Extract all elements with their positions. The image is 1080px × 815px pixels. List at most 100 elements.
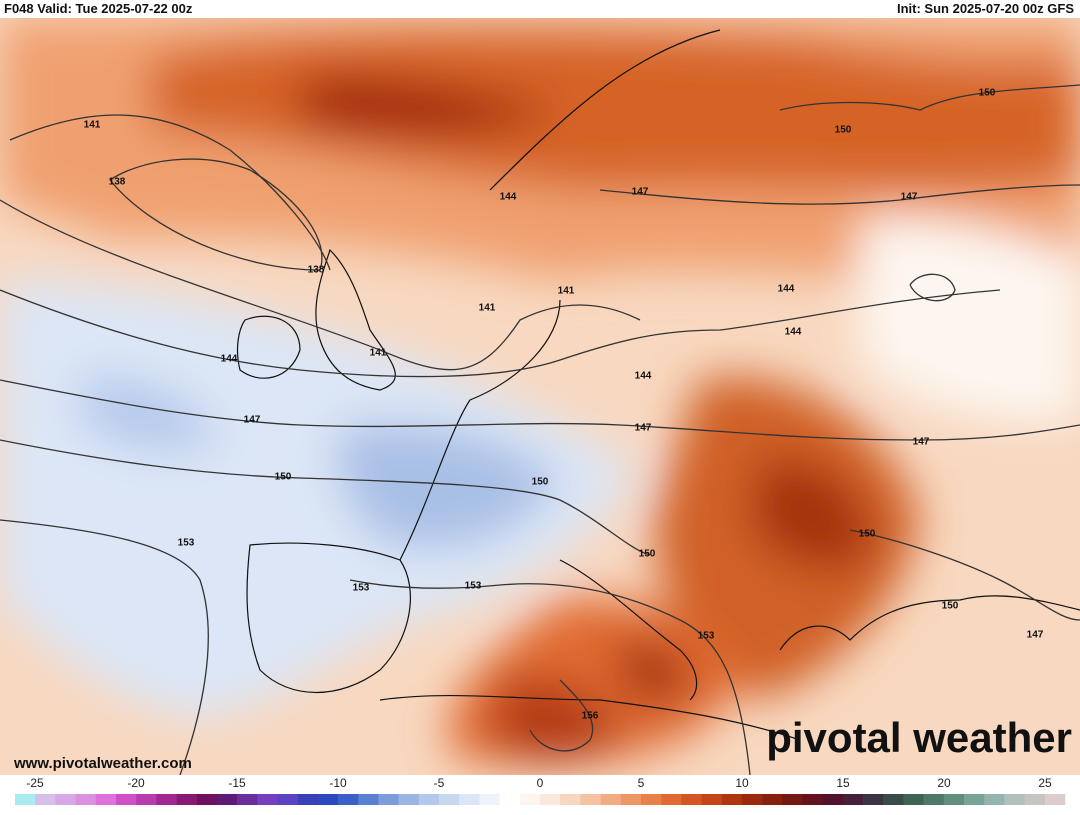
color-swatch — [439, 794, 460, 805]
color-swatch — [540, 794, 561, 805]
color-swatch — [15, 794, 36, 805]
colorbar-tick-label: 20 — [937, 776, 951, 790]
color-swatch — [964, 794, 985, 805]
contour-label: 153 — [353, 583, 370, 594]
color-swatch — [580, 794, 601, 805]
logo: pivotal weather — [766, 714, 1072, 761]
color-swatch — [338, 794, 359, 805]
contour-label: 141 — [479, 303, 496, 314]
coast-norway — [489, 29, 721, 191]
cool-atlantic — [80, 378, 220, 451]
color-swatch — [176, 794, 198, 805]
contour-label: 147 — [635, 423, 652, 434]
color-swatch — [943, 794, 965, 805]
color-swatch — [378, 794, 399, 805]
coast-france — [399, 299, 561, 561]
map: 141 138 138 141 144 141 141 147 150 153 153 153 150 1… — [0, 18, 1080, 775]
contour-label: 138 — [308, 265, 325, 276]
color-swatch — [640, 794, 662, 805]
color-swatch — [499, 794, 521, 805]
contour-label: 144 — [221, 354, 238, 365]
color-swatch — [883, 794, 904, 805]
color-swatch — [701, 794, 723, 805]
coastlines — [236, 29, 1080, 741]
temperature-field — [0, 18, 1080, 764]
coast-aegean — [779, 595, 1080, 651]
color-swatch — [681, 794, 702, 805]
contours — [0, 84, 1080, 775]
contour-label: 138 — [109, 177, 126, 188]
contour-label: 150 — [979, 88, 996, 99]
color-swatch — [358, 794, 379, 805]
color-swatch — [216, 794, 238, 805]
contour-label: 141 — [84, 120, 101, 131]
contour-138 — [109, 158, 323, 271]
colorbar-tick-label: 15 — [836, 776, 850, 790]
color-swatch — [721, 794, 743, 805]
contour-156 — [529, 679, 594, 752]
color-swatch — [741, 794, 763, 805]
contour-141 — [9, 114, 331, 271]
color-swatch — [600, 794, 622, 805]
coast-italy — [559, 559, 698, 701]
color-swatch — [842, 794, 864, 805]
contour-low — [909, 273, 956, 302]
color-swatch — [863, 794, 884, 805]
color-swatch — [1024, 794, 1046, 805]
coast-africa — [379, 694, 801, 741]
hot-core-africa — [490, 678, 620, 763]
color-swatch — [95, 794, 117, 805]
contour-153b — [349, 579, 751, 775]
color-swatch — [55, 794, 76, 805]
color-swatch — [903, 794, 924, 805]
contour-label: 153 — [465, 581, 482, 592]
contour-label: 147 — [901, 192, 918, 203]
contour-label: 144 — [778, 284, 795, 295]
color-swatch — [277, 794, 298, 805]
contour-label: 144 — [635, 371, 652, 382]
contour-label: 150 — [942, 601, 959, 612]
cool-france — [336, 423, 560, 548]
color-swatch — [237, 794, 258, 805]
color-swatch — [620, 794, 642, 805]
contour-141b — [0, 199, 641, 371]
colorbar-tick-label: 5 — [638, 776, 645, 790]
hot-core-sicily — [618, 640, 688, 703]
contour-label: 144 — [500, 192, 517, 203]
contour-label: 156 — [582, 711, 599, 722]
valid-time: F048 Valid: Tue 2025-07-22 00z — [4, 1, 193, 16]
coast-iberia — [246, 542, 411, 694]
coast-britain — [315, 248, 396, 391]
color-swatch — [661, 794, 682, 805]
contour-150 — [0, 439, 651, 556]
color-swatch — [196, 794, 218, 805]
colorbar-tick-label: -10 — [329, 776, 347, 790]
contour-label: 150 — [835, 125, 852, 136]
color-swatch — [519, 794, 541, 805]
color-swatch — [297, 794, 319, 805]
contour-label: 150 — [639, 549, 656, 560]
warm-core-north — [150, 31, 1080, 191]
colorbar-tick-label: -20 — [127, 776, 145, 790]
colorbar: -25 -20 -15 -10 -5 0 5 10 15 20 25 — [15, 776, 1066, 805]
contour-147b — [599, 184, 1080, 205]
color-swatch — [762, 794, 783, 805]
cool-east — [860, 218, 1080, 422]
colorbar-tick-label: 25 — [1038, 776, 1052, 790]
contour-144 — [0, 289, 1001, 378]
color-swatch — [115, 794, 137, 805]
color-swatch — [822, 794, 844, 805]
color-swatch — [35, 794, 56, 805]
contour-label: 141 — [370, 348, 387, 359]
color-swatch — [984, 794, 1005, 805]
contour-label: 150 — [275, 472, 292, 483]
colorbar-tick-label: 10 — [735, 776, 749, 790]
color-swatch — [560, 794, 581, 805]
color-swatch — [782, 794, 803, 805]
contour-label: 147 — [244, 415, 261, 426]
contour-150c — [779, 84, 1080, 111]
color-swatch — [317, 794, 339, 805]
color-swatch — [479, 794, 500, 805]
color-swatch — [136, 794, 157, 805]
